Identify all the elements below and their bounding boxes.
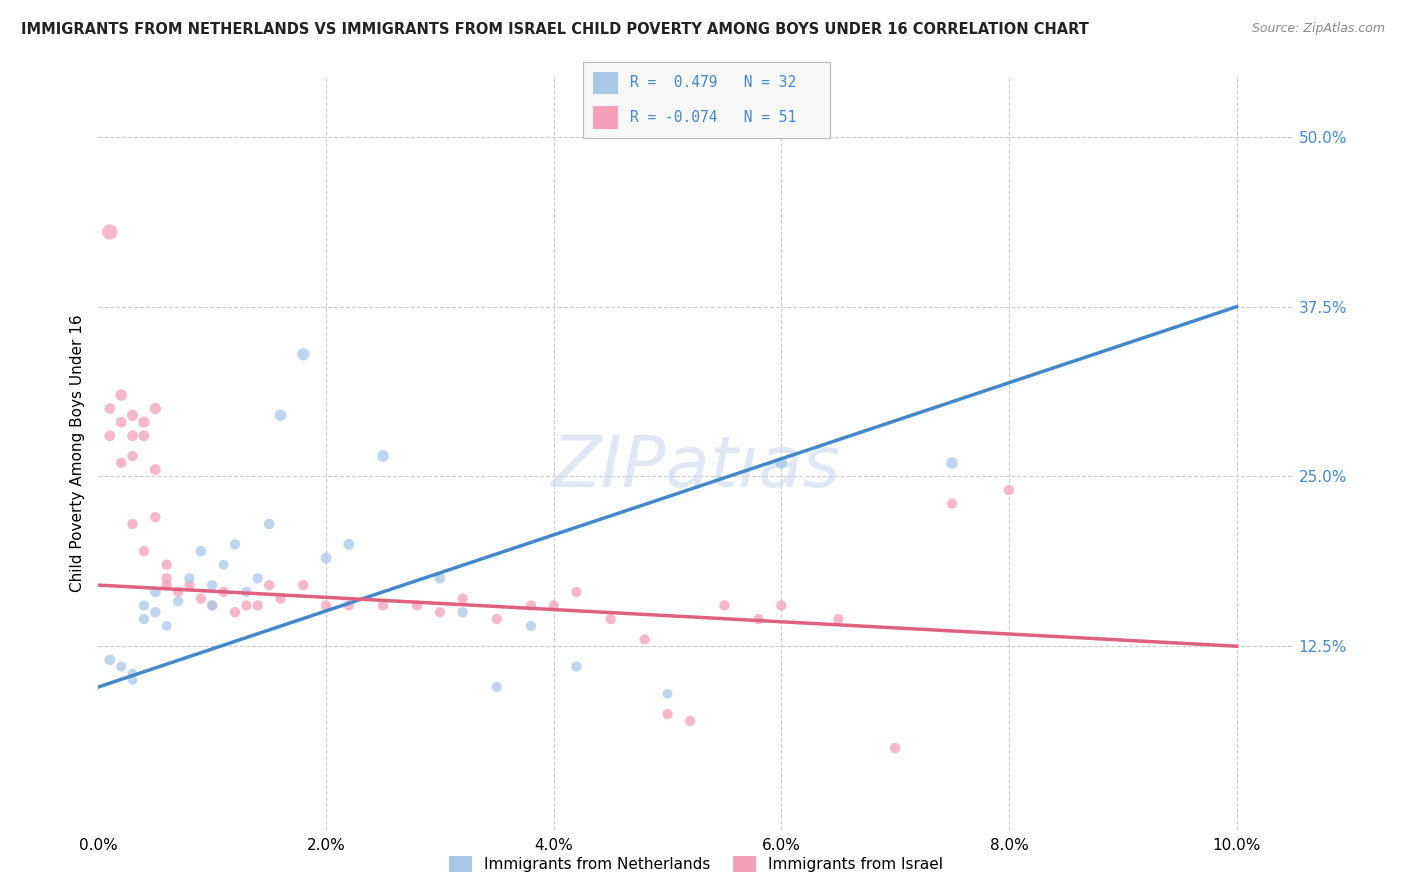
Point xyxy=(121,428,143,442)
Point xyxy=(485,612,508,626)
Point xyxy=(98,653,121,667)
Point xyxy=(143,605,166,619)
Point xyxy=(132,612,155,626)
Point xyxy=(98,401,121,416)
Point xyxy=(429,571,451,585)
Point xyxy=(884,741,907,756)
Point xyxy=(212,585,235,599)
Point xyxy=(143,510,166,524)
Point xyxy=(543,599,565,613)
Point xyxy=(748,612,770,626)
Point xyxy=(132,599,155,613)
Point xyxy=(98,428,121,442)
Point xyxy=(713,599,735,613)
Point xyxy=(143,463,166,477)
Point xyxy=(770,456,793,470)
Point xyxy=(224,605,246,619)
Point xyxy=(315,599,337,613)
Point xyxy=(121,409,143,423)
Point xyxy=(235,585,257,599)
Text: Source: ZipAtlas.com: Source: ZipAtlas.com xyxy=(1251,22,1385,36)
Point xyxy=(679,714,702,728)
Text: R = -0.074   N = 51: R = -0.074 N = 51 xyxy=(630,111,796,125)
Point xyxy=(485,680,508,694)
Point xyxy=(201,599,224,613)
Point xyxy=(110,456,132,470)
Point xyxy=(121,516,143,531)
Bar xyxy=(593,106,619,129)
Point xyxy=(143,585,166,599)
Point xyxy=(132,544,155,558)
Point xyxy=(98,225,121,239)
Point xyxy=(429,605,451,619)
Point xyxy=(167,585,190,599)
Y-axis label: Child Poverty Among Boys Under 16: Child Poverty Among Boys Under 16 xyxy=(69,314,84,591)
Legend: Immigrants from Netherlands, Immigrants from Israel: Immigrants from Netherlands, Immigrants … xyxy=(443,850,949,879)
Point xyxy=(292,578,315,592)
Point xyxy=(190,591,212,606)
Point xyxy=(246,571,269,585)
Point xyxy=(565,585,588,599)
Point xyxy=(315,550,337,565)
Point xyxy=(657,687,679,701)
Point xyxy=(246,599,269,613)
Point xyxy=(132,428,155,442)
Point xyxy=(179,578,201,592)
Text: R =  0.479   N = 32: R = 0.479 N = 32 xyxy=(630,76,796,90)
Point xyxy=(520,599,543,613)
Point xyxy=(167,594,190,608)
Point xyxy=(121,449,143,463)
Point xyxy=(451,591,474,606)
Point xyxy=(827,612,849,626)
Point xyxy=(224,537,246,551)
Point xyxy=(132,415,155,429)
Point xyxy=(565,659,588,673)
Point xyxy=(190,544,212,558)
Point xyxy=(998,483,1021,497)
Point xyxy=(770,599,793,613)
Point xyxy=(121,666,143,681)
Point xyxy=(257,578,280,592)
Point xyxy=(337,537,360,551)
Point xyxy=(110,388,132,402)
Point xyxy=(235,599,257,613)
Point xyxy=(292,347,315,361)
Bar xyxy=(593,71,619,95)
Point xyxy=(634,632,657,647)
Point xyxy=(520,619,543,633)
Point xyxy=(121,673,143,688)
Text: ZIPatıas: ZIPatıas xyxy=(551,434,841,502)
Point xyxy=(110,659,132,673)
Point xyxy=(179,571,201,585)
Point xyxy=(201,578,224,592)
Point xyxy=(371,599,394,613)
Point xyxy=(371,449,394,463)
Point xyxy=(156,578,179,592)
Point xyxy=(406,599,429,613)
Point xyxy=(941,456,963,470)
Point xyxy=(143,401,166,416)
Text: IMMIGRANTS FROM NETHERLANDS VS IMMIGRANTS FROM ISRAEL CHILD POVERTY AMONG BOYS U: IMMIGRANTS FROM NETHERLANDS VS IMMIGRANT… xyxy=(21,22,1090,37)
Point xyxy=(156,558,179,572)
Point xyxy=(201,599,224,613)
Point xyxy=(270,591,292,606)
Point xyxy=(110,415,132,429)
Point xyxy=(657,707,679,722)
Point xyxy=(941,497,963,511)
Point xyxy=(257,516,280,531)
Point xyxy=(337,599,360,613)
Point xyxy=(156,619,179,633)
Point xyxy=(451,605,474,619)
Point xyxy=(270,409,292,423)
Point xyxy=(599,612,621,626)
Point xyxy=(156,571,179,585)
Point xyxy=(212,558,235,572)
